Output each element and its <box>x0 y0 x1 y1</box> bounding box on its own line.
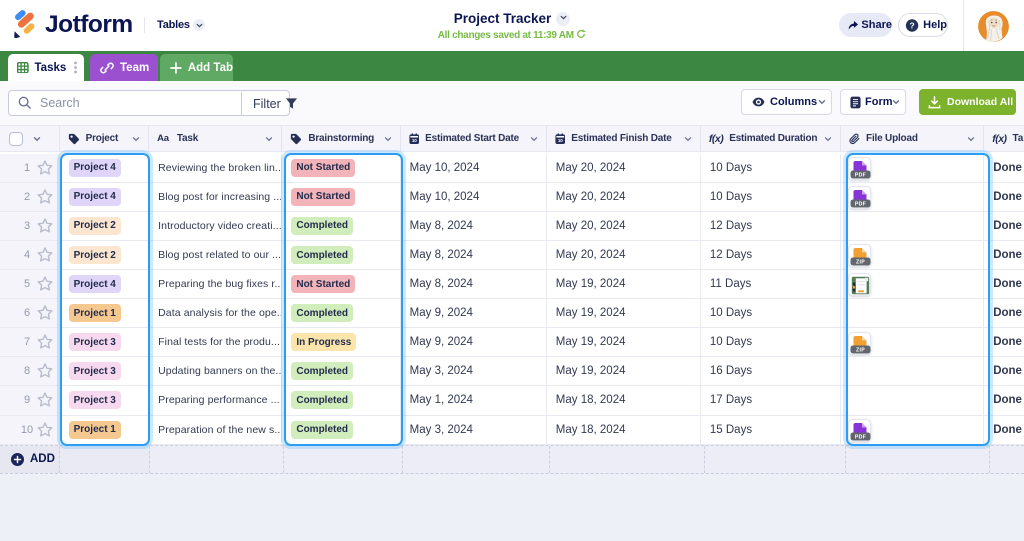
svg-text:10: 10 <box>558 138 563 143</box>
svg-text:10: 10 <box>412 138 417 143</box>
svg-text:?: ? <box>910 20 915 30</box>
svg-text:PDF: PDF <box>854 202 865 208</box>
svg-text:ZIP: ZIP <box>856 260 865 266</box>
svg-text:ZIP: ZIP <box>856 347 865 353</box>
svg-text:PDF: PDF <box>854 434 865 440</box>
svg-text:PDF: PDF <box>854 173 865 179</box>
